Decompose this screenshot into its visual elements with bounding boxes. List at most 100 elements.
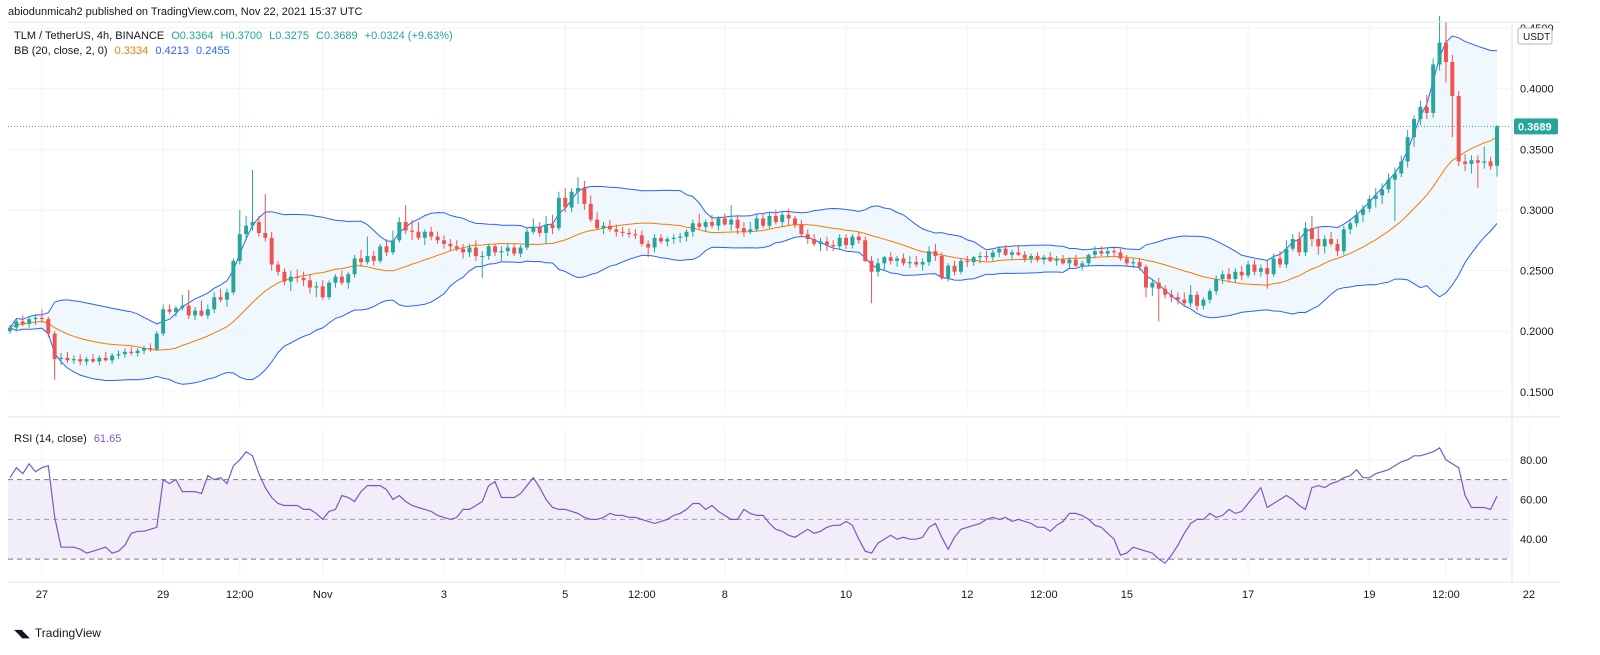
candle-body <box>1009 252 1014 255</box>
candle-body <box>71 359 76 361</box>
candle <box>710 214 714 229</box>
bb-basis-line <box>9 136 1498 351</box>
candle-body <box>997 248 1002 253</box>
candle <box>288 270 293 292</box>
candle <box>933 243 938 261</box>
candle-body <box>8 327 12 332</box>
candle <box>84 356 89 366</box>
candle-body <box>818 241 823 244</box>
candle <box>812 234 817 247</box>
candle-body <box>984 256 989 258</box>
candle-body <box>927 251 931 263</box>
candle <box>244 216 249 241</box>
candle <box>818 237 823 252</box>
candle-body <box>1246 264 1251 276</box>
candle <box>633 229 638 240</box>
candle <box>914 256 919 267</box>
candle <box>984 251 989 261</box>
candle <box>167 304 172 315</box>
candle-body <box>103 357 108 361</box>
candle-body <box>658 237 663 242</box>
candle-body <box>1437 42 1442 65</box>
candle-body <box>588 203 593 220</box>
time-tick-label: 12:00 <box>628 589 656 601</box>
candle-body <box>212 297 217 310</box>
candle-body <box>1220 274 1225 280</box>
candle <box>486 243 491 260</box>
candle-body <box>320 286 325 298</box>
candle-body <box>914 262 919 265</box>
candle-body <box>205 309 210 316</box>
candle-body <box>384 246 389 253</box>
candle <box>1265 260 1270 289</box>
candle <box>199 300 204 317</box>
ohlc-low: L0.3275 <box>269 30 309 42</box>
candle-body <box>1163 288 1168 295</box>
candle-body <box>1124 258 1129 264</box>
candle-body <box>1271 258 1276 275</box>
candle <box>339 270 344 286</box>
candle-body <box>1373 195 1378 200</box>
candle-body <box>569 191 574 208</box>
candle <box>1035 252 1040 263</box>
candle-body <box>741 228 746 232</box>
candle-body <box>429 231 434 237</box>
candle <box>952 260 957 276</box>
candle-body <box>256 222 261 233</box>
tradingview-footer[interactable]: ◥◣ TradingView <box>14 626 101 640</box>
candle <box>1195 291 1200 311</box>
candle-body <box>607 225 612 230</box>
candle-body <box>1195 294 1200 306</box>
tradingview-logo-icon: ◥◣ <box>14 627 30 640</box>
candle-body <box>1290 239 1295 249</box>
candle-body <box>678 236 683 238</box>
candle <box>269 231 274 271</box>
candle <box>1022 251 1027 263</box>
candle <box>997 246 1002 258</box>
time-tick-label: 17 <box>1242 589 1254 601</box>
candle <box>697 213 702 230</box>
candle-body <box>1265 268 1270 275</box>
candle-body <box>856 236 861 241</box>
candle <box>690 219 695 237</box>
candle-body <box>805 234 810 240</box>
candle-body <box>907 262 912 264</box>
candle-body <box>920 262 925 265</box>
candle-body <box>754 218 759 230</box>
candle <box>90 354 95 363</box>
candle-body <box>1386 179 1391 190</box>
candle-body <box>301 277 306 281</box>
candle-body <box>1131 262 1136 264</box>
candle <box>1099 246 1104 257</box>
candle <box>1169 289 1174 303</box>
candle-body <box>339 276 344 283</box>
ohlc-open: O0.3364 <box>171 30 214 42</box>
candle-body <box>97 357 102 362</box>
candle <box>614 224 619 237</box>
candle <box>186 289 191 320</box>
candle-body <box>831 245 836 247</box>
candle <box>403 205 408 235</box>
candle <box>1239 265 1244 281</box>
time-tick-label: Nov <box>313 589 333 601</box>
time-tick-label: 27 <box>36 589 48 601</box>
candle <box>33 314 38 326</box>
candle <box>122 348 127 358</box>
candle-body <box>735 219 740 229</box>
candle <box>1156 277 1161 322</box>
candle <box>607 219 612 232</box>
bb-basis-value: 0.3334 <box>114 45 149 57</box>
candle-body <box>167 309 172 312</box>
candle <box>1144 264 1148 298</box>
candle-body <box>135 350 140 354</box>
candle-body <box>467 247 472 253</box>
candle <box>1354 209 1359 227</box>
time-tick-label: 3 <box>441 589 447 601</box>
candle <box>1495 125 1499 177</box>
candle-body <box>46 319 51 334</box>
candle-body <box>1233 271 1238 280</box>
time-tick-label: 12:00 <box>1030 589 1058 601</box>
candle-body <box>461 248 466 253</box>
